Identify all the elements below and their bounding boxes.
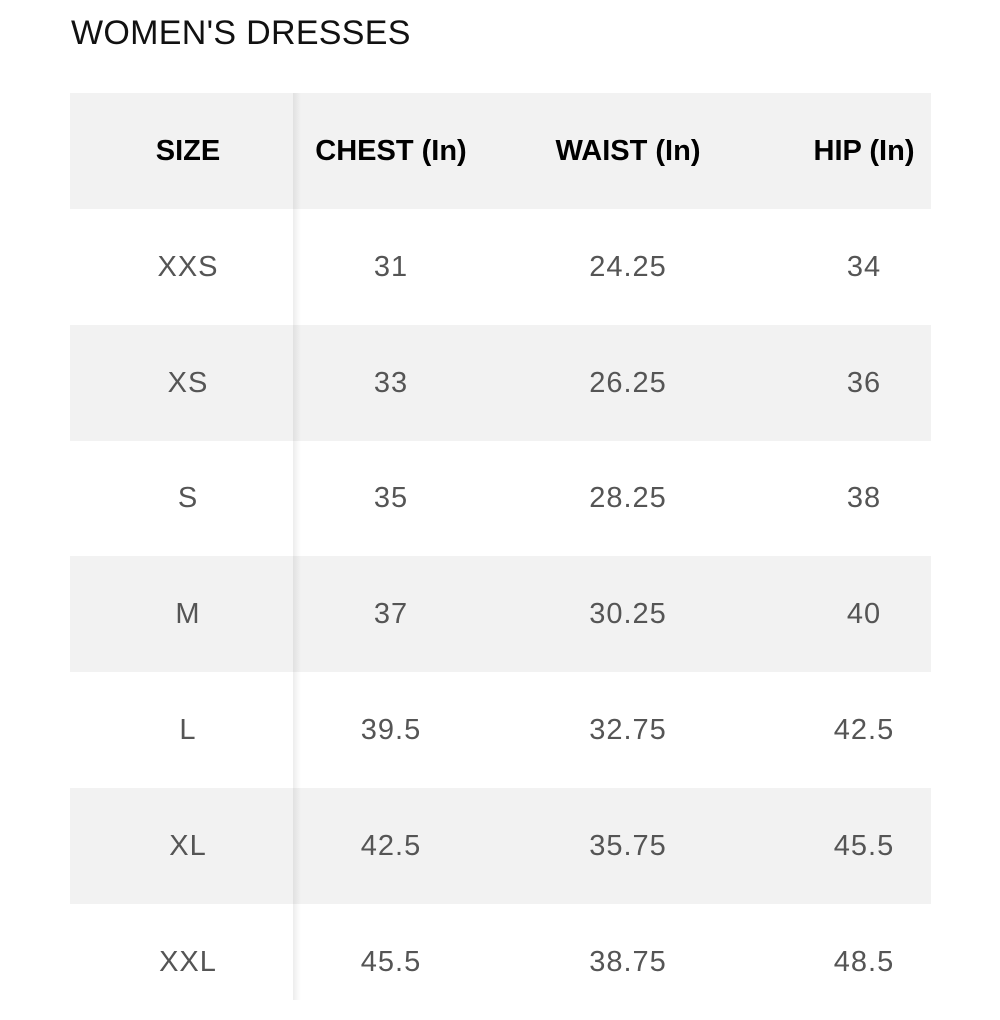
measure-cell: 45.5: [360, 945, 422, 978]
measure-cell: 28.25: [589, 482, 667, 515]
table-row: M 37 30.25 40: [70, 556, 931, 673]
measure-cell: 37: [373, 598, 409, 631]
size-cell: XXL: [159, 945, 217, 978]
measure-cell: 33: [373, 366, 409, 399]
header-cell: SIZE: [155, 135, 221, 167]
measure-cell: 45.5: [833, 829, 895, 862]
column-shadow: [293, 93, 301, 1000]
measure-cell: 40: [846, 598, 882, 631]
header-cell: WAIST (In): [555, 135, 701, 167]
header-cell: CHEST (In): [315, 135, 467, 167]
measure-cell: 35.75: [589, 829, 667, 862]
measure-cell: 38.75: [589, 945, 667, 978]
table-row: XS 33 26.25 36: [70, 324, 931, 441]
table-row: XXL 45.5 38.75 48.5: [70, 904, 931, 1020]
table-row: XL 42.5 35.75 45.5: [70, 787, 931, 904]
measure-cell: 35: [373, 482, 409, 515]
header-cell: HIP (In): [813, 135, 915, 167]
measure-cell: 39.5: [360, 714, 422, 746]
measure-cell: 31: [373, 250, 409, 283]
measure-cell: 26.25: [589, 366, 667, 399]
size-cell: M: [175, 598, 201, 631]
size-cell: XL: [169, 829, 207, 862]
size-cell: L: [179, 714, 197, 746]
measure-cell: 34: [846, 250, 882, 283]
measure-cell: 48.5: [833, 945, 895, 978]
measure-cell: 36: [846, 366, 882, 399]
size-cell: XXS: [157, 250, 219, 283]
measure-cell: 42.5: [360, 829, 422, 862]
size-cell: S: [177, 482, 199, 515]
measure-cell: 38: [846, 482, 882, 515]
measure-cell: 32.75: [589, 714, 667, 746]
size-cell: XS: [167, 366, 209, 399]
measure-cell: 30.25: [589, 598, 667, 631]
table-row: L 39.5 32.75 42.5: [70, 672, 931, 788]
page-title: WOMEN'S DRESSES: [71, 14, 411, 52]
measure-cell: 24.25: [589, 250, 667, 283]
table-row: XXS 31 24.25 34: [70, 209, 931, 325]
header-row: SIZE CHEST (In) WAIST (In) HIP (In): [70, 93, 931, 209]
table-row: S 35 28.25 38: [70, 440, 931, 556]
measure-cell: 42.5: [833, 714, 895, 746]
